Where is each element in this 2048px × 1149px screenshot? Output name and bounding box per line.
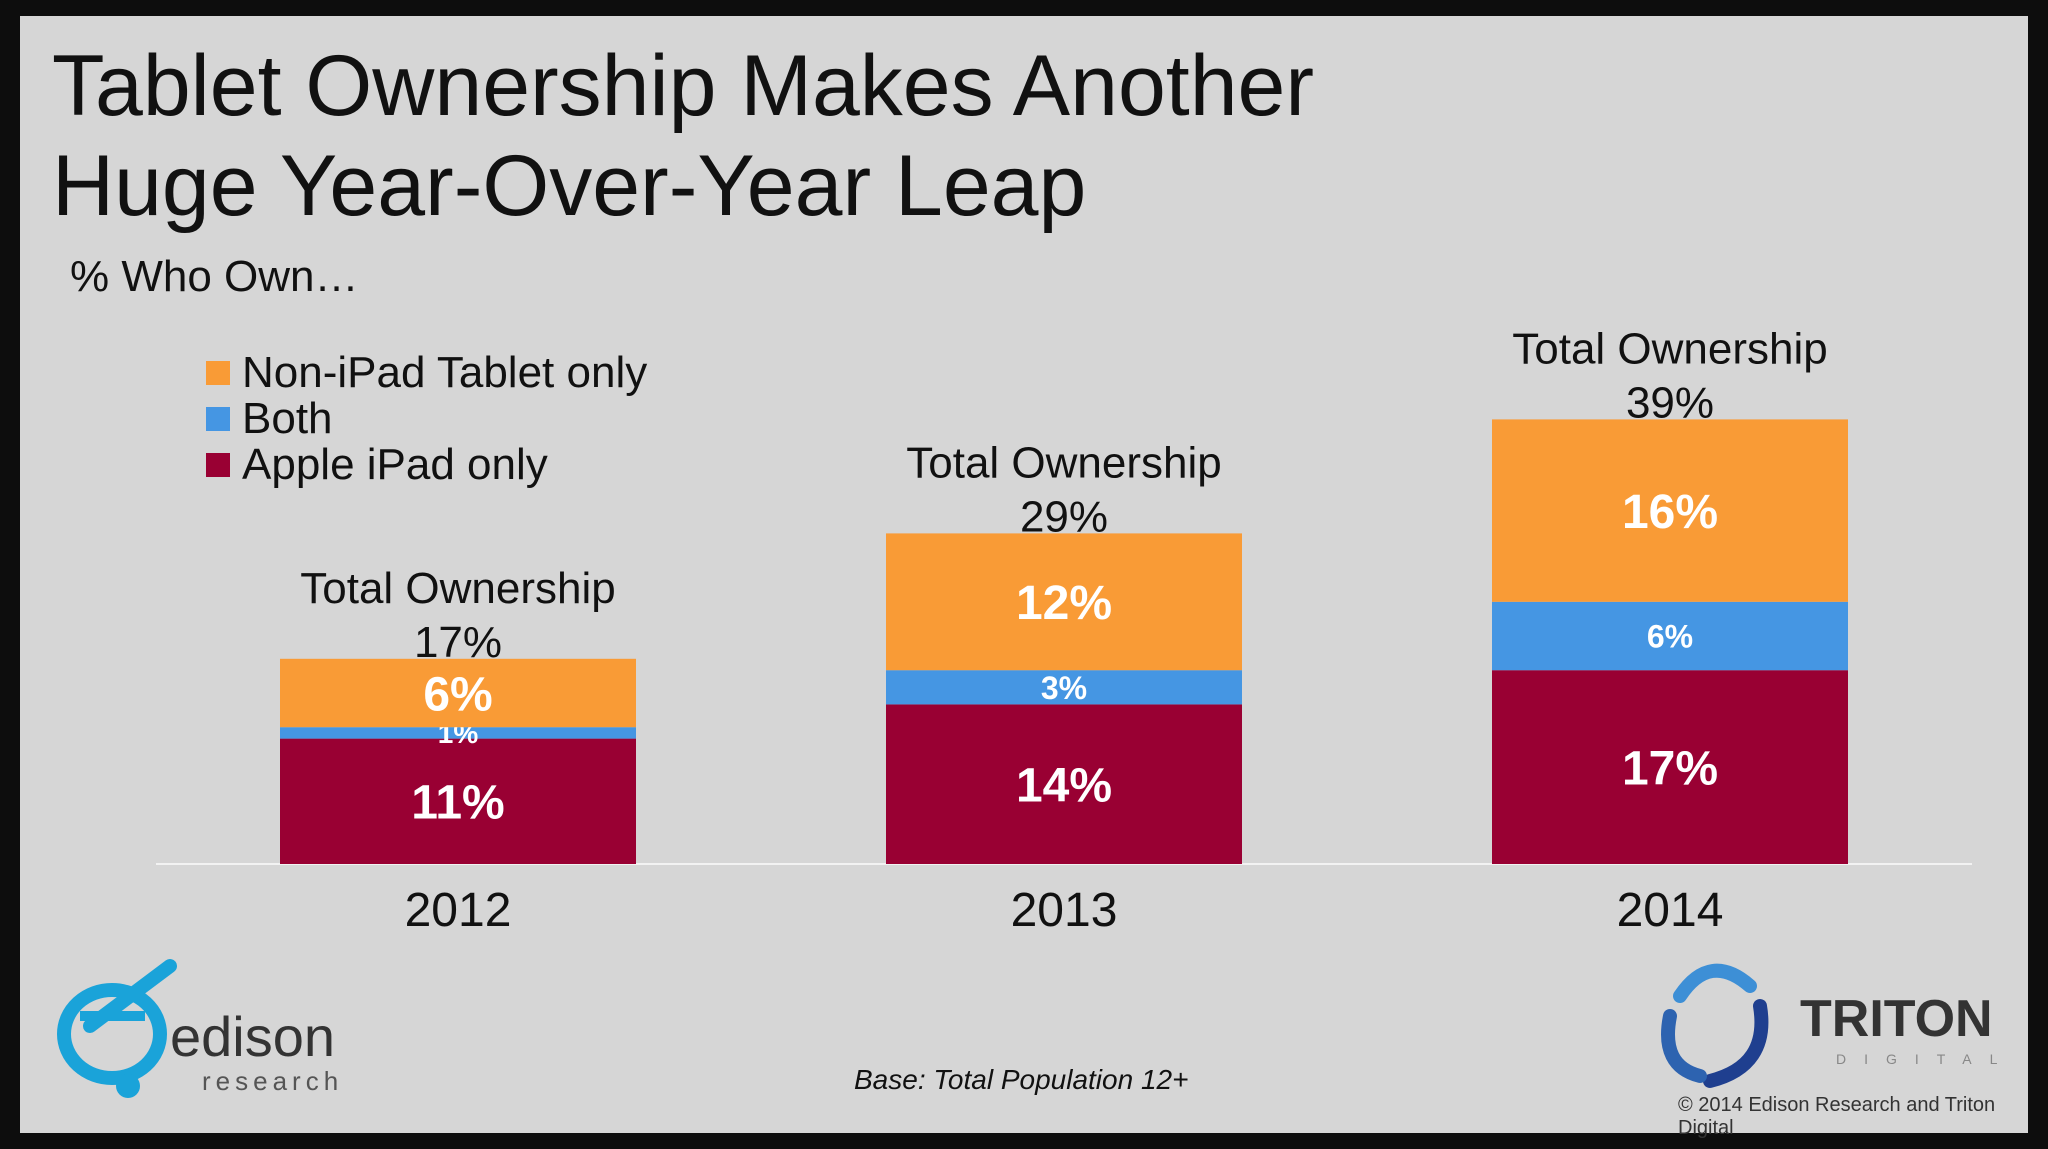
data-label-2014-series-0: 17% [1622, 742, 1718, 795]
total-value-2014: 39% [1626, 378, 1714, 427]
legend-label-non-ipad: Non-iPad Tablet only [242, 348, 648, 397]
edison-logo-word: edison [170, 1005, 335, 1068]
chart-footnote: Base: Total Population 12+ [854, 1064, 1189, 1095]
bar-2012-series-2 [280, 658, 636, 728]
edison-logo-sub: research [202, 1066, 343, 1096]
x-tick-label-2013: 2013 [1011, 884, 1118, 937]
bar-2012-series-0 [280, 738, 636, 864]
slide: Tablet Ownership Makes Another Huge Year… [20, 16, 2028, 1139]
chart-legend: Non-iPad Tablet only Both Apple iPad onl… [206, 348, 648, 489]
data-label-2014-series-2: 16% [1622, 486, 1718, 539]
data-label-2014-series-1: 6% [1647, 619, 1693, 655]
data-label-2013-series-0: 14% [1016, 759, 1112, 812]
edison-research-logo: edison research [50, 956, 390, 1121]
bar-2014-series-0 [1492, 670, 1848, 864]
total-label-2013: Total Ownership [906, 438, 1221, 487]
legend-swatch-ipad [206, 453, 230, 477]
page-title: Tablet Ownership Makes Another Huge Year… [52, 36, 1314, 236]
chart-subtitle: % Who Own… [70, 252, 359, 301]
x-tick-label-2014: 2014 [1617, 884, 1724, 937]
data-label-2012-series-2: 6% [423, 668, 492, 721]
data-label-2013-series-1: 3% [1041, 670, 1087, 706]
bar-2013-series-1 [886, 670, 1242, 705]
copyright-notice: © 2014 Edison Research and Triton Digita… [1678, 1094, 1996, 1139]
total-label-2012: Total Ownership [300, 564, 615, 613]
title-line-2: Huge Year-Over-Year Leap [52, 138, 1087, 234]
legend-swatch-both [206, 407, 230, 431]
legend-label-ipad: Apple iPad only [242, 440, 548, 489]
bar-2014-series-2 [1492, 419, 1848, 602]
bar-2014-series-1 [1492, 601, 1848, 671]
data-label-2013-series-2: 12% [1016, 577, 1112, 630]
legend-item-non-ipad: Non-iPad Tablet only [206, 348, 648, 397]
triton-logo-sub: DIGITAL [1836, 1051, 2010, 1067]
bar-2013-series-2 [886, 533, 1242, 671]
legend-item-both: Both [206, 394, 647, 443]
bar-2013-series-0 [886, 704, 1242, 864]
x-tick-label-2012: 2012 [405, 884, 512, 937]
total-value-2012: 17% [414, 618, 502, 667]
data-label-2012-series-0: 11% [411, 777, 504, 830]
bar-2012-series-1 [280, 727, 636, 739]
legend-item-ipad: Apple iPad only [206, 440, 647, 489]
legend-swatch-non-ipad [206, 361, 230, 385]
edison-logo-icon: edison research [57, 959, 343, 1098]
stacked-bar-chart: 11%1%6%Total Ownership17%201214%3%12%Tot… [156, 324, 1972, 937]
total-label-2014: Total Ownership [1512, 324, 1827, 373]
triton-logo-icon: TRITON DIGITAL [1661, 963, 2010, 1088]
legend-label-both: Both [242, 394, 333, 443]
total-value-2013: 29% [1020, 492, 1108, 541]
triton-digital-logo: TRITON DIGITAL [1650, 956, 2010, 1101]
title-line-1: Tablet Ownership Makes Another [52, 38, 1314, 134]
triton-logo-word: TRITON [1800, 990, 1993, 1048]
